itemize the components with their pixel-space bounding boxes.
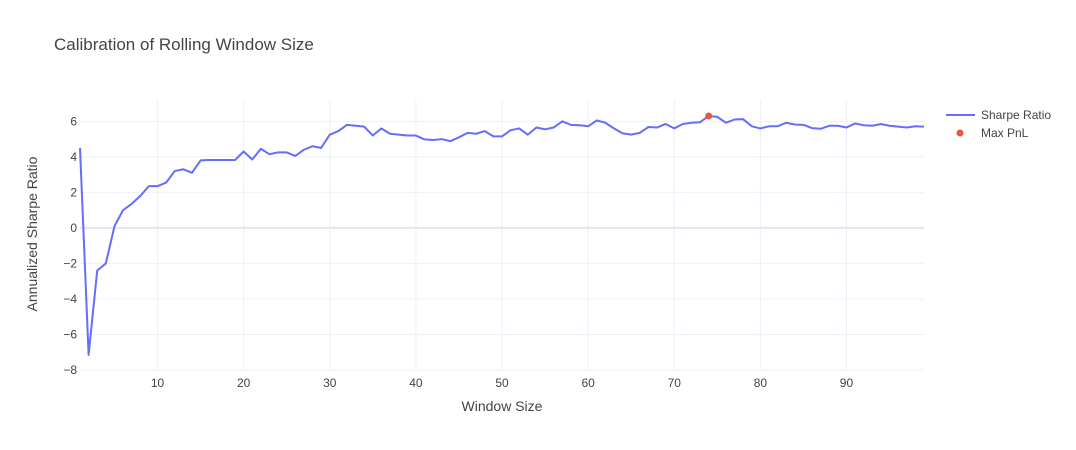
x-axis-title: Window Size bbox=[462, 398, 543, 414]
y-tick-label: 2 bbox=[70, 185, 77, 199]
x-tick-label: 30 bbox=[323, 376, 337, 390]
legend-maxpnl-label: Max PnL bbox=[981, 126, 1029, 140]
legend[interactable]: Sharpe Ratio Max PnL bbox=[946, 108, 1051, 140]
legend-sharpe-label: Sharpe Ratio bbox=[981, 108, 1051, 122]
max-pnl-point[interactable] bbox=[705, 112, 713, 120]
sharpe-ratio-line[interactable] bbox=[79, 114, 925, 356]
y-tick-label: −6 bbox=[63, 327, 77, 341]
y-tick-label: −2 bbox=[63, 256, 77, 270]
y-tick-label: 4 bbox=[70, 150, 77, 164]
y-axis-ticks: −8 −6 −4 −2 0 2 4 6 bbox=[63, 114, 77, 377]
legend-maxpnl-swatch bbox=[956, 129, 964, 137]
chart-title: Calibration of Rolling Window Size bbox=[54, 35, 314, 54]
y-tick-label: −8 bbox=[63, 363, 77, 377]
y-axis-title: Annualized Sharpe Ratio bbox=[24, 156, 40, 311]
x-axis-ticks: 10 20 30 40 50 60 70 80 90 bbox=[151, 376, 854, 390]
x-tick-label: 50 bbox=[495, 376, 509, 390]
x-tick-label: 80 bbox=[754, 376, 768, 390]
y-tick-label: 6 bbox=[70, 114, 77, 128]
y-tick-label: −4 bbox=[63, 292, 77, 306]
grid bbox=[80, 100, 924, 371]
x-tick-label: 20 bbox=[237, 376, 251, 390]
x-tick-label: 60 bbox=[581, 376, 595, 390]
plot-area bbox=[79, 112, 925, 356]
x-tick-label: 90 bbox=[840, 376, 854, 390]
y-tick-label: 0 bbox=[70, 221, 77, 235]
x-tick-label: 70 bbox=[668, 376, 682, 390]
x-tick-label: 40 bbox=[409, 376, 423, 390]
x-tick-label: 10 bbox=[151, 376, 165, 390]
